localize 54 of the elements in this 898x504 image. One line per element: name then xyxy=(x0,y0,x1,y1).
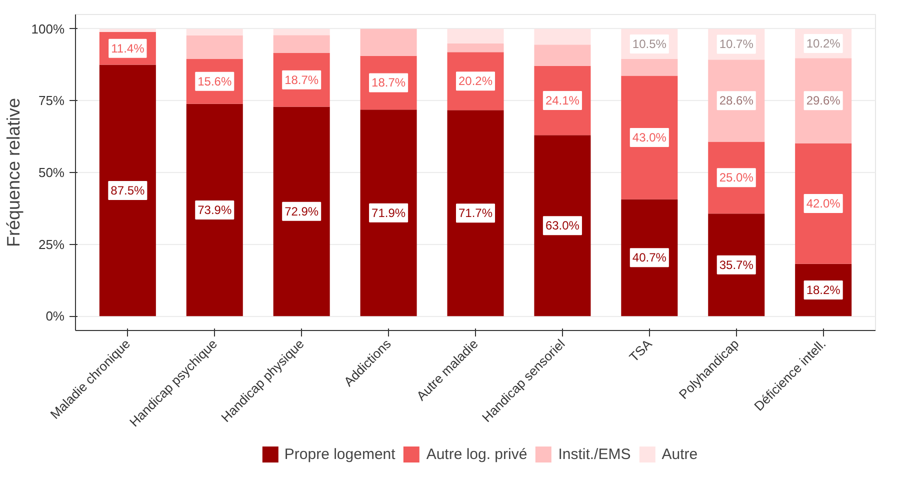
bar xyxy=(360,28,417,56)
data-label: 71.9% xyxy=(372,206,406,220)
legend-label: Autre log. privé xyxy=(426,446,528,462)
data-label: 28.6% xyxy=(719,94,754,108)
data-label: 10.7% xyxy=(719,37,754,52)
data-label: 40.7% xyxy=(632,250,667,265)
data-label: 10.2% xyxy=(806,36,841,51)
bar xyxy=(534,28,591,45)
y-axis-title: Fréquence relative xyxy=(3,98,24,248)
x-tick-label: TSA xyxy=(626,336,655,365)
data-label: 20.2% xyxy=(458,74,493,88)
legend-label: Autre xyxy=(662,446,698,462)
data-label: 11.4% xyxy=(111,41,145,56)
data-label: 25.0% xyxy=(719,170,754,185)
y-tick-label: 50% xyxy=(38,165,65,180)
bar xyxy=(534,44,591,66)
bar xyxy=(273,28,330,36)
bar xyxy=(447,110,504,316)
data-label: 18.2% xyxy=(806,282,841,297)
bar xyxy=(621,199,678,316)
data-label: 29.6% xyxy=(806,94,841,108)
bar xyxy=(99,28,156,32)
bar xyxy=(186,35,243,60)
y-tick-label: 100% xyxy=(31,21,65,36)
bar xyxy=(534,135,591,316)
data-label: 43.0% xyxy=(632,130,667,144)
data-label: 72.9% xyxy=(284,204,319,218)
y-tick-label: 75% xyxy=(38,93,65,108)
data-label: 35.7% xyxy=(719,258,754,272)
data-label: 42.0% xyxy=(806,196,841,211)
bar xyxy=(99,64,156,316)
data-label: 15.6% xyxy=(198,74,232,88)
data-label: 87.5% xyxy=(110,183,146,198)
data-label: 18.7% xyxy=(284,72,319,87)
legend-label: Propre logement xyxy=(284,446,396,462)
bar xyxy=(273,106,330,316)
bar xyxy=(621,76,678,200)
bar xyxy=(360,110,417,316)
data-label: 73.9% xyxy=(198,202,232,217)
data-label: 71.7% xyxy=(458,206,493,220)
bar xyxy=(273,35,330,53)
data-label: 24.1% xyxy=(545,94,580,108)
data-label: 18.7% xyxy=(372,76,406,90)
bar xyxy=(447,44,504,52)
legend-label: Instit./EMS xyxy=(558,446,631,462)
bar xyxy=(795,143,852,264)
data-label: 10.5% xyxy=(632,36,667,51)
bar xyxy=(186,104,243,316)
data-label: 63.0% xyxy=(545,218,580,233)
bar xyxy=(621,59,678,76)
y-tick-label: 25% xyxy=(38,236,65,252)
y-tick-label: 0% xyxy=(46,308,65,324)
bar xyxy=(447,28,504,44)
bar xyxy=(186,28,243,36)
